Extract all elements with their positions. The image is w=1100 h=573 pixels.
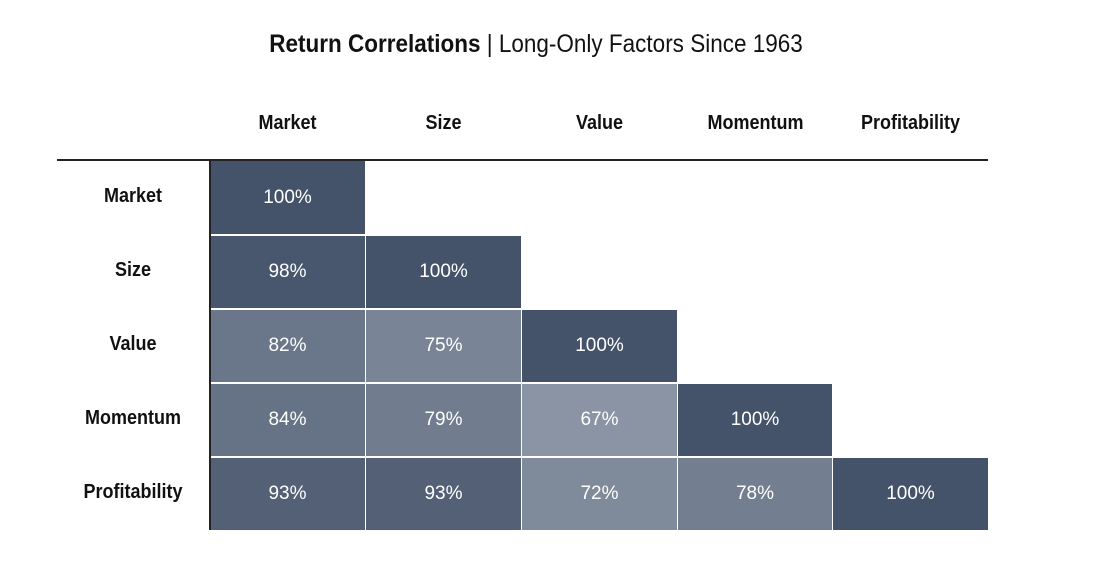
- heatmap-cell: 100%: [210, 161, 365, 234]
- row-header: Profitability: [83, 481, 183, 503]
- left-axis-line: [209, 161, 211, 530]
- chart-title: Return Correlations | Long-Only Factors …: [269, 30, 803, 58]
- heatmap-cell: 100%: [366, 236, 521, 308]
- heatmap-cell: 84%: [210, 384, 365, 456]
- cell-value-label: 93%: [424, 483, 463, 504]
- heatmap-cell: 98%: [210, 236, 365, 308]
- row-header: Momentum: [84, 407, 181, 429]
- column-header: Size: [425, 112, 462, 134]
- cell-value-label: 100%: [263, 186, 312, 208]
- column-header: Momentum: [707, 112, 804, 134]
- row-header: Size: [114, 259, 152, 281]
- heatmap-cell: 75%: [366, 310, 521, 382]
- cell-value-label: 100%: [886, 483, 935, 504]
- cell-value-label: 75%: [424, 335, 463, 356]
- heatmap-cell: 100%: [522, 310, 677, 382]
- cell-value-label: 100%: [419, 261, 468, 282]
- heatmap-cell: 67%: [522, 384, 677, 456]
- cell-value-label: 84%: [268, 409, 307, 430]
- cell-value-label: 82%: [268, 335, 307, 356]
- column-header: Market: [258, 112, 317, 134]
- heatmap-cell: 93%: [366, 458, 521, 530]
- row-header: Value: [109, 333, 157, 355]
- heatmap-cell: 100%: [678, 384, 832, 456]
- cell-value-label: 67%: [580, 409, 619, 430]
- row-header: Market: [103, 184, 163, 207]
- cell-value-label: 72%: [580, 483, 619, 504]
- cell-value-label: 93%: [268, 483, 307, 504]
- heatmap-cell: 72%: [522, 458, 677, 530]
- heatmap-cell: 79%: [366, 384, 521, 456]
- cell-value-label: 79%: [424, 409, 463, 430]
- cell-value-label: 100%: [730, 409, 780, 430]
- heatmap-cell: 78%: [678, 458, 832, 530]
- cell-value-label: 100%: [575, 335, 624, 356]
- column-header: Value: [575, 112, 624, 134]
- cell-value-label: 98%: [268, 261, 307, 282]
- header-rule: [57, 159, 988, 161]
- heatmap-cell: 82%: [210, 310, 365, 382]
- column-header: Profitability: [860, 112, 960, 134]
- cell-value-label: 78%: [735, 483, 775, 504]
- heatmap-cell: 93%: [210, 458, 365, 530]
- heatmap-cell: 100%: [833, 458, 988, 530]
